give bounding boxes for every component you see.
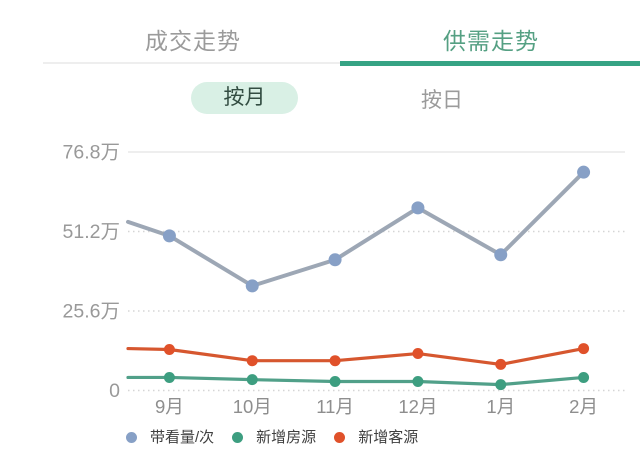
series-point-2-3 (412, 348, 424, 360)
y-axis-tick-label: 0 (109, 380, 120, 402)
legend-item-showings: 带看量/次 (126, 429, 214, 446)
chart-legend: 带看量/次 新增房源 新增客源 (126, 429, 418, 446)
legend-label: 新增客源 (358, 429, 419, 446)
series-point-2-2 (329, 355, 341, 367)
x-axis-label: 11月 (316, 396, 354, 417)
tab-supply-demand-trend[interactable]: 供需走势 (443, 22, 539, 56)
series-point-1-5 (578, 371, 590, 383)
supply-demand-line-chart: 76.8万 51.2万 25.6万 0 9月 10月 11月 12月 1月 2月 (0, 130, 640, 454)
series-point-2-5 (578, 343, 590, 355)
series-point-0-4 (494, 248, 508, 262)
series-point-1-2 (329, 375, 341, 387)
subtab-by-month[interactable]: 按月 (191, 82, 298, 114)
x-axis-label: 1月 (486, 396, 515, 417)
period-switcher: 按月 按日 (0, 66, 640, 122)
tab-transaction-trend[interactable]: 成交走势 (145, 22, 241, 56)
legend-item-new-clients: 新增客源 (334, 429, 418, 446)
series-point-1-0 (163, 371, 175, 383)
x-axis-label: 10月 (233, 396, 272, 417)
series-point-0-0 (162, 229, 176, 243)
legend-item-new-listings: 新增房源 (232, 429, 316, 446)
series-point-1-1 (246, 374, 258, 386)
legend-label: 带看量/次 (150, 429, 215, 446)
series-line-0 (126, 170, 586, 288)
x-axis-label: 9月 (155, 396, 184, 417)
subtab-by-day[interactable]: 按日 (421, 84, 463, 114)
series-point-2-4 (495, 358, 507, 370)
series-point-0-2 (328, 253, 342, 267)
legend-label: 新增房源 (256, 429, 317, 446)
series-point-1-3 (412, 375, 424, 387)
showings-legend-dot-icon (126, 432, 137, 443)
series-line-1 (126, 375, 586, 387)
series-point-2-0 (163, 344, 175, 356)
chart-canvas: 76.8万 51.2万 25.6万 0 9月 10月 11月 12月 1月 2月 (63, 142, 625, 417)
new-listings-legend-dot-icon (232, 432, 244, 443)
y-axis-tick-label: 51.2万 (63, 221, 120, 243)
y-axis-tick-label: 25.6万 (63, 301, 120, 323)
new-clients-legend-dot-icon (334, 432, 346, 443)
series-point-0-5 (577, 165, 591, 179)
series-point-1-4 (495, 379, 507, 391)
x-axis-label: 12月 (398, 396, 437, 417)
series-point-2-1 (246, 355, 258, 367)
series-line-2 (126, 346, 586, 367)
trend-tabbar: 成交走势 供需走势 (0, 0, 640, 66)
y-axis-tick-label: 76.8万 (63, 142, 120, 164)
x-axis-label: 2月 (569, 396, 598, 417)
active-tab-underline (340, 61, 640, 66)
series-point-0-3 (411, 201, 425, 215)
series-point-0-1 (245, 279, 259, 293)
